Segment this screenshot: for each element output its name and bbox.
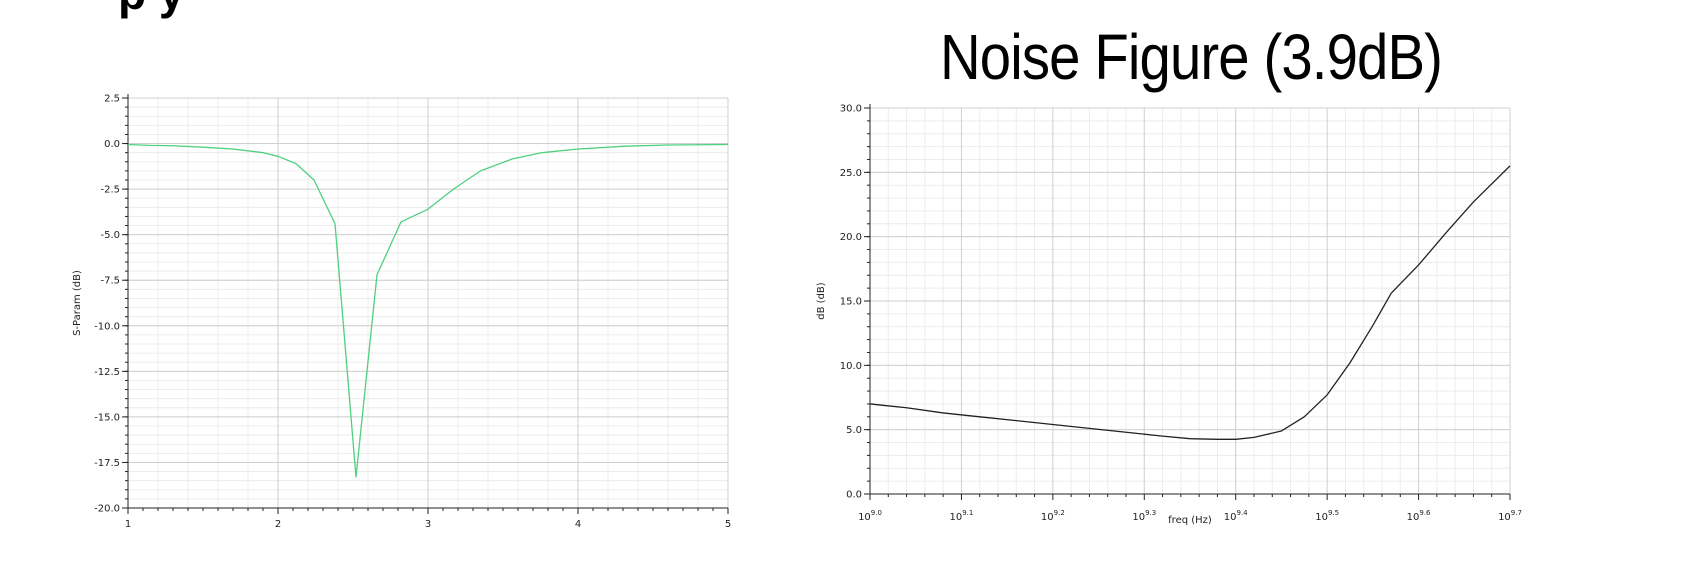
s-param-y-tick-label: 2.5	[104, 94, 120, 105]
noise-figure-x-tick-exponent: 9.0	[871, 509, 882, 517]
noise-figure-x-tick-base: 10	[949, 512, 962, 523]
noise-figure-x-tick-exponent: 9.1	[962, 509, 973, 517]
s-param-y-tick-label: -17.5	[94, 458, 120, 469]
noise-figure-series-line	[869, 165, 1511, 440]
noise-figure-y-tick-label: 20.0	[840, 232, 862, 243]
noise-figure-x-tick-exponent: 9.3	[1145, 509, 1156, 517]
noise-figure-x-tick-label: 109.2	[1041, 509, 1065, 523]
s-param-y-tick-label: 0.0	[104, 139, 120, 150]
noise-figure-x-tick-label: 109.4	[1224, 509, 1248, 523]
s-param-x-tick-label: 1	[125, 519, 131, 530]
noise-figure-x-tick-label: 109.1	[949, 509, 973, 523]
noise-figure-y-tick-label: 25.0	[840, 168, 862, 179]
s-param-y-tick-label: -5.0	[100, 230, 120, 241]
noise-figure-x-tick-base: 10	[1224, 512, 1237, 523]
noise-figure-y-tick-label: 10.0	[840, 361, 862, 372]
noise-figure-x-tick-label: 109.5	[1315, 509, 1339, 523]
noise-figure-x-tick-base: 10	[858, 512, 871, 523]
noise-figure-y-tick-label: 15.0	[840, 297, 862, 308]
s-param-y-tick-label: -15.0	[94, 412, 120, 423]
s-param-x-tick-label: 2	[275, 519, 281, 530]
s-param-y-tick-label: -12.5	[94, 367, 120, 378]
s-param-x-tick-label: 3	[425, 519, 431, 530]
noise-figure-x-tick-exponent: 9.6	[1419, 509, 1431, 517]
noise-figure-y-tick-label: 0.0	[846, 490, 862, 501]
noise-figure-x-axis-label: freq (Hz)	[1168, 515, 1212, 526]
chart-2-title: Noise Figure (3.9dB)	[940, 21, 1443, 93]
s-param-x-tick-label: 5	[725, 519, 731, 530]
noise-figure-x-tick-base: 10	[1407, 512, 1420, 523]
s-param-y-axis-label: S-Param (dB)	[72, 270, 83, 336]
noise-figure-y-axis-label: dB (dB)	[816, 282, 827, 319]
noise-figure-x-tick-exponent: 9.5	[1328, 509, 1339, 517]
noise-figure-x-tick-base: 10	[1315, 512, 1328, 523]
cropped-heading: p y	[118, 0, 184, 20]
noise-figure-x-tick-exponent: 9.7	[1511, 509, 1522, 517]
noise-figure-x-tick-label: 109.7	[1498, 509, 1522, 523]
noise-figure-x-tick-base: 10	[1041, 512, 1054, 523]
noise-figure-x-tick-exponent: 9.2	[1054, 509, 1065, 517]
noise-figure-x-tick-label: 109.0	[858, 509, 882, 523]
s-param-y-tick-label: -2.5	[100, 185, 120, 196]
s-param-y-tick-label: -20.0	[94, 504, 120, 515]
noise-figure-y-tick-label: 30.0	[840, 104, 862, 115]
s-param-x-tick-label: 4	[575, 519, 581, 530]
s-param-y-tick-label: -10.0	[94, 321, 120, 332]
noise-figure-y-tick-label: 5.0	[846, 425, 862, 436]
noise-figure-x-tick-label: 109.6	[1407, 509, 1431, 523]
noise-figure-x-tick-base: 10	[1498, 512, 1511, 523]
noise-figure-x-tick-exponent: 9.4	[1237, 509, 1249, 517]
noise-figure-x-tick-base: 10	[1132, 512, 1145, 523]
noise-figure-x-tick-label: 109.3	[1132, 509, 1156, 523]
s-param-series-line	[127, 143, 729, 478]
s-param-y-tick-label: -7.5	[100, 276, 120, 287]
